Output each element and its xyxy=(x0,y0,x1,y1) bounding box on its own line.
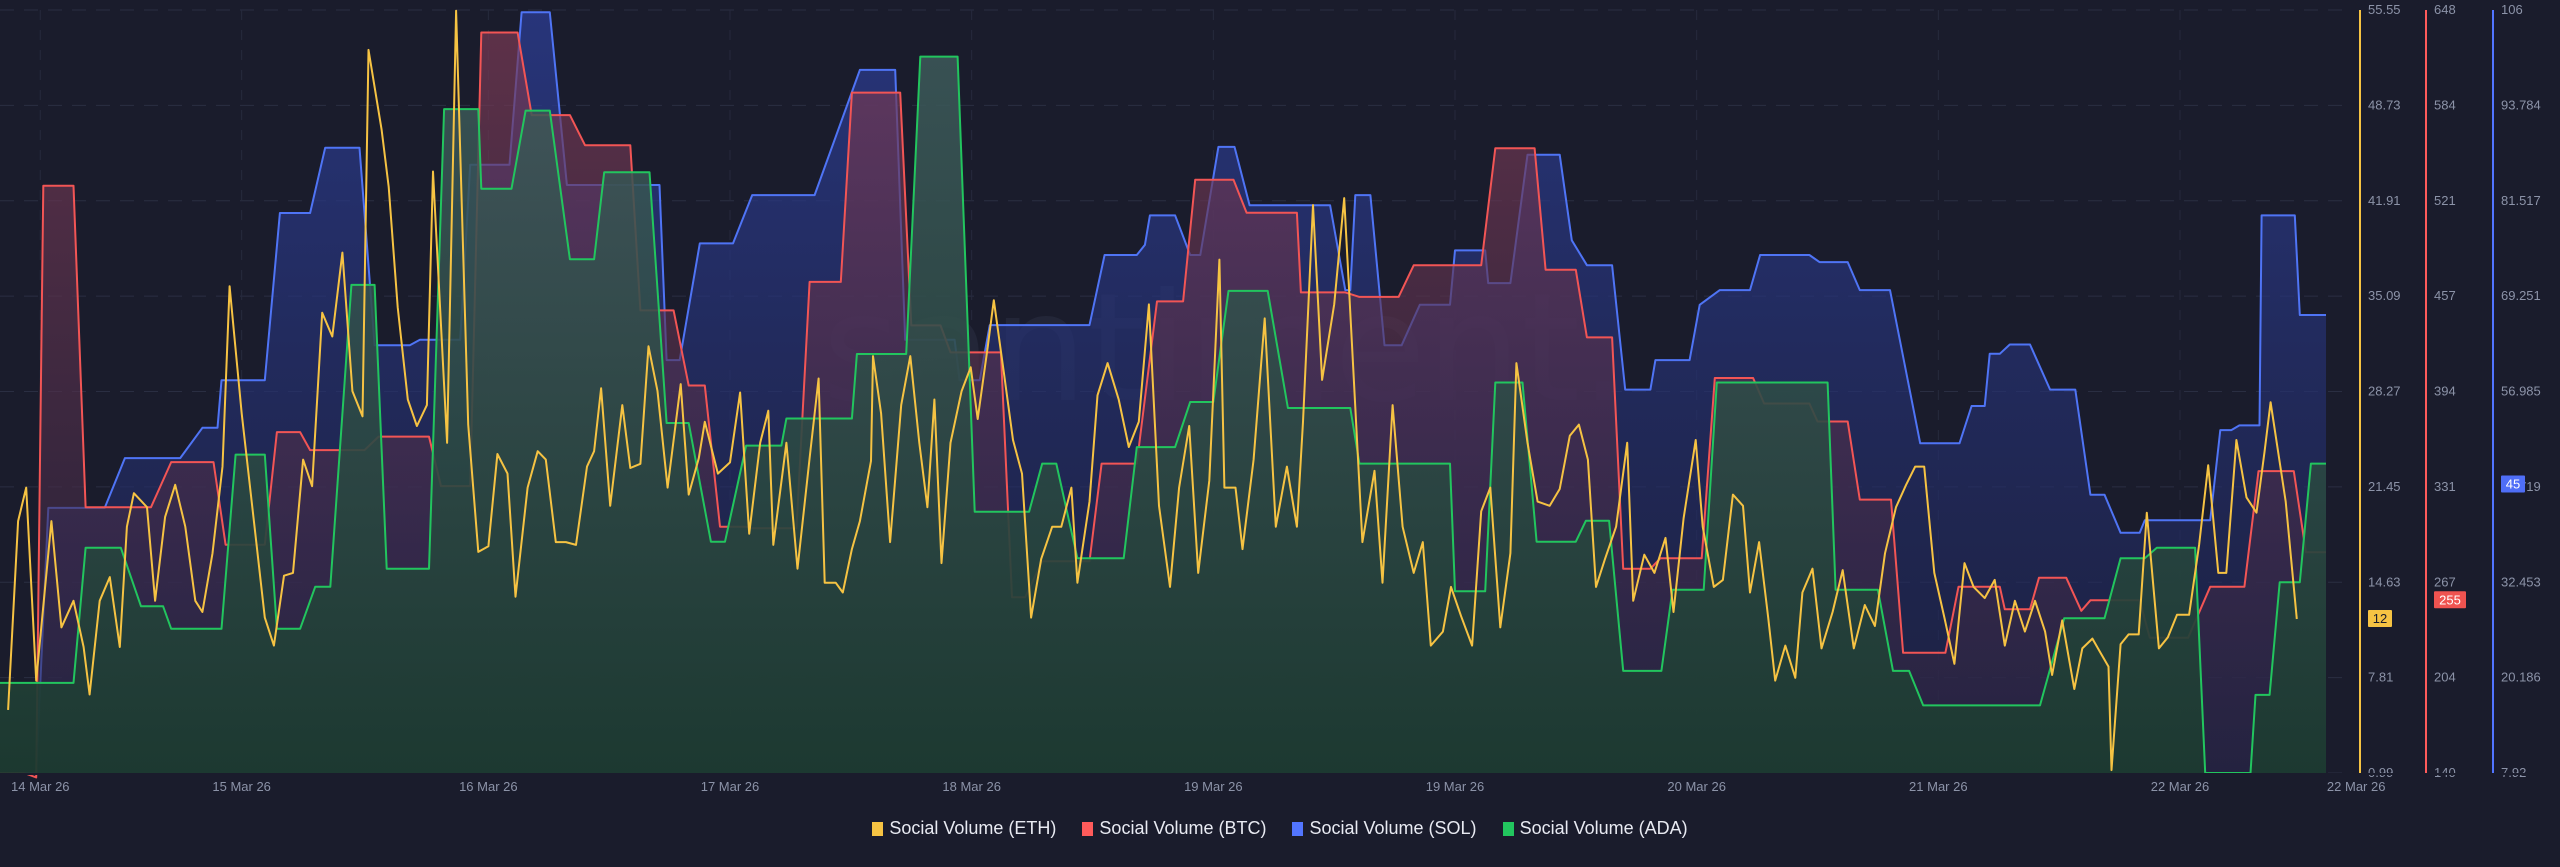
y-tick-label: 648 xyxy=(2434,2,2456,17)
x-tick-label: 18 Mar 26 xyxy=(942,779,1001,794)
y-tick-label: 7.92 xyxy=(2501,765,2526,780)
current-value-badge-sol: 45 xyxy=(2501,475,2525,493)
y-tick-label: 106 xyxy=(2501,2,2523,17)
legend-item-sol[interactable]: Social Volume (SOL) xyxy=(1292,818,1477,839)
line-ada xyxy=(0,55,2326,774)
y-tick-label: 55.55 xyxy=(2368,2,2401,17)
current-value-badge-eth: 12 xyxy=(2368,610,2392,628)
y-axis-eth: 55.55 48.73 41.91 35.09 28.27 21.45 14.63 7.81 0… xyxy=(2359,2,2401,780)
x-tick-label: 21 Mar 26 xyxy=(1909,779,1968,794)
legend-label-sol: Social Volume (SOL) xyxy=(1309,818,1477,838)
y-tick-label: 204 xyxy=(2434,670,2456,685)
y-tick-label: 35.09 xyxy=(2368,288,2401,303)
y-tick-label: 81.517 xyxy=(2501,193,2541,208)
y-tick-label: 32.453 xyxy=(2501,574,2541,589)
y-axis-sol: 10693.78481.51769.25156.98545.71932.4532… xyxy=(2492,2,2541,780)
x-tick-label: 14 Mar 26 xyxy=(11,779,70,794)
x-tick-label: 22 Mar 26 xyxy=(2151,779,2210,794)
y-tick-label: 48.73 xyxy=(2368,97,2401,112)
x-tick-label: 19 Mar 26 xyxy=(1426,779,1485,794)
legend-label-btc: Social Volume (BTC) xyxy=(1099,818,1267,838)
y-tick-label: 69.251 xyxy=(2501,288,2541,303)
y-axes: 55.55 48.73 41.91 35.09 28.27 21.45 14.63 7.81 0… xyxy=(2359,2,2541,780)
y-tick-label: 457 xyxy=(2434,288,2456,303)
y-tick-label: 140 xyxy=(2434,765,2456,780)
current-value: 45 xyxy=(2506,477,2520,492)
line-btc xyxy=(0,31,2326,779)
current-value-badge-btc: 255 xyxy=(2434,591,2466,609)
x-tick-label: 16 Mar 26 xyxy=(459,779,518,794)
y-tick-label: 267 xyxy=(2434,574,2456,589)
y-tick-label: 521 xyxy=(2434,193,2456,208)
series-ada xyxy=(0,55,2326,774)
series-eth xyxy=(7,9,2298,772)
x-axis: 14 Mar 26 15 Mar 26 16 Mar 26 17 Mar 26 18 M… xyxy=(0,773,2560,794)
area-ada xyxy=(0,56,2326,774)
y-tick-label: 584 xyxy=(2434,97,2456,112)
legend-label-ada: Social Volume (ADA) xyxy=(1519,818,1688,838)
legend-swatch-eth xyxy=(872,821,884,836)
x-tick-label: 22 Mar 26 xyxy=(2327,779,2386,794)
y-axis-btc: 648 584 521 457 394 331 267 204 140 255 xyxy=(2425,2,2466,780)
y-tick-label: 7.81 xyxy=(2368,670,2393,685)
y-tick-label: 28.27 xyxy=(2368,384,2401,399)
legend-item-btc[interactable]: Social Volume (BTC) xyxy=(1082,818,1266,839)
y-tick-label: 56.985 xyxy=(2501,384,2541,399)
series-layer xyxy=(0,9,2326,779)
x-tick-label: 15 Mar 26 xyxy=(212,779,271,794)
y-tick-label: 93.784 xyxy=(2501,97,2541,112)
x-tick-label: 19 Mar 26 xyxy=(1184,779,1243,794)
y-tick-label: 0.99 xyxy=(2368,765,2393,780)
y-tick-label: 20.186 xyxy=(2501,670,2541,685)
y-tick-label: 21.45 xyxy=(2368,479,2401,494)
x-tick-label: 20 Mar 26 xyxy=(1667,779,1726,794)
legend: Social Volume (ETH) Social Volume (BTC) … xyxy=(0,818,2560,839)
x-tick-label: 17 Mar 26 xyxy=(701,779,760,794)
legend-swatch-sol xyxy=(1292,821,1304,836)
y-tick-label: 331 xyxy=(2434,479,2456,494)
y-tick-label: 394 xyxy=(2434,384,2456,399)
legend-item-ada[interactable]: Social Volume (ADA) xyxy=(1502,818,1688,839)
current-value: 12 xyxy=(2373,611,2387,626)
y-tick-label: 41.91 xyxy=(2368,193,2401,208)
legend-item-eth[interactable]: Social Volume (ETH) xyxy=(872,818,1056,839)
legend-label-eth: Social Volume (ETH) xyxy=(889,818,1057,838)
line-eth xyxy=(7,9,2298,772)
y-tick-label: 14.63 xyxy=(2368,574,2401,589)
current-value: 255 xyxy=(2439,592,2461,607)
legend-swatch-ada xyxy=(1502,821,1514,836)
legend-swatch-btc xyxy=(1082,821,1094,836)
